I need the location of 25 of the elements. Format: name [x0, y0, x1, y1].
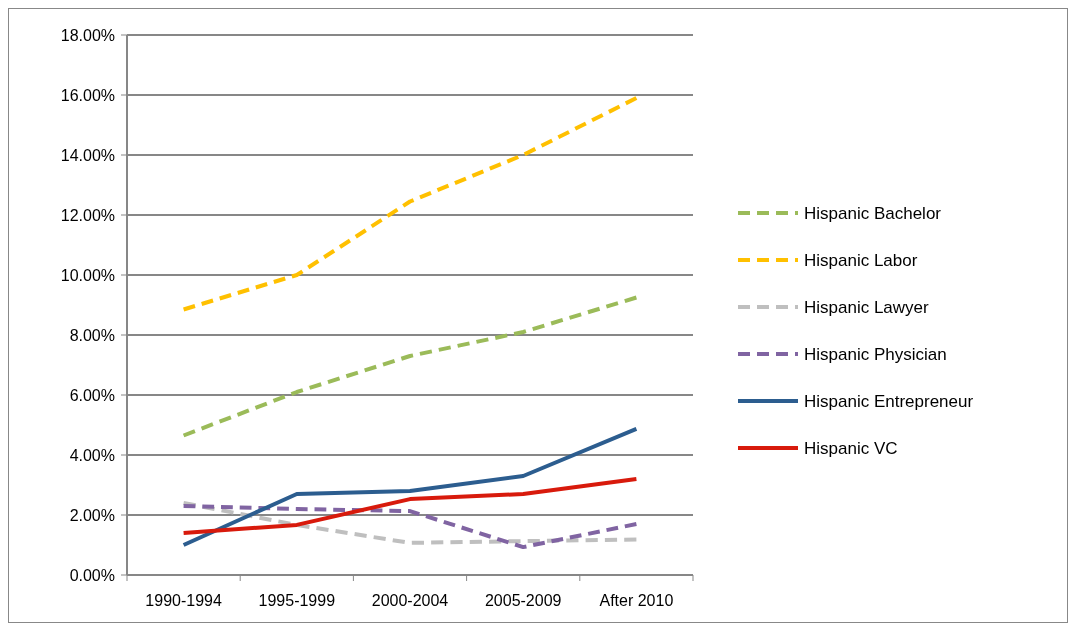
x-tick-label: 1995-1999	[258, 592, 336, 609]
legend-label: Hispanic Bachelor	[804, 203, 942, 223]
x-tick-label: 2000-2004	[371, 592, 449, 609]
y-tick-label: 6.00%	[69, 386, 115, 404]
y-tick-label: 10.00%	[60, 266, 115, 284]
x-tick-label: 2005-2009	[484, 592, 562, 609]
x-tick-label: 1990-1994	[145, 592, 222, 609]
legend-label: Hispanic Labor	[804, 250, 918, 270]
legend-label: Hispanic Lawyer	[804, 297, 930, 317]
legend-label: Hispanic Physician	[804, 344, 947, 364]
y-tick-label: 0.00%	[69, 566, 115, 584]
y-tick-label: 8.00%	[69, 326, 115, 344]
legend-label: Hispanic VC	[804, 438, 898, 458]
line-series	[181, 96, 639, 312]
legend-label: Hispanic Entrepreneur	[804, 391, 974, 411]
y-tick-label: 2.00%	[69, 506, 115, 524]
y-tick-label: 12.00%	[60, 206, 115, 224]
line-series	[181, 295, 639, 438]
y-tick-label: 18.00%	[60, 26, 115, 44]
y-tick-label: 14.00%	[60, 146, 115, 164]
y-tick-label: 4.00%	[69, 446, 115, 464]
y-tick-label: 16.00%	[60, 86, 115, 104]
x-tick-label: After 2010	[599, 592, 674, 609]
line-series	[181, 477, 639, 535]
line-series	[181, 426, 639, 547]
